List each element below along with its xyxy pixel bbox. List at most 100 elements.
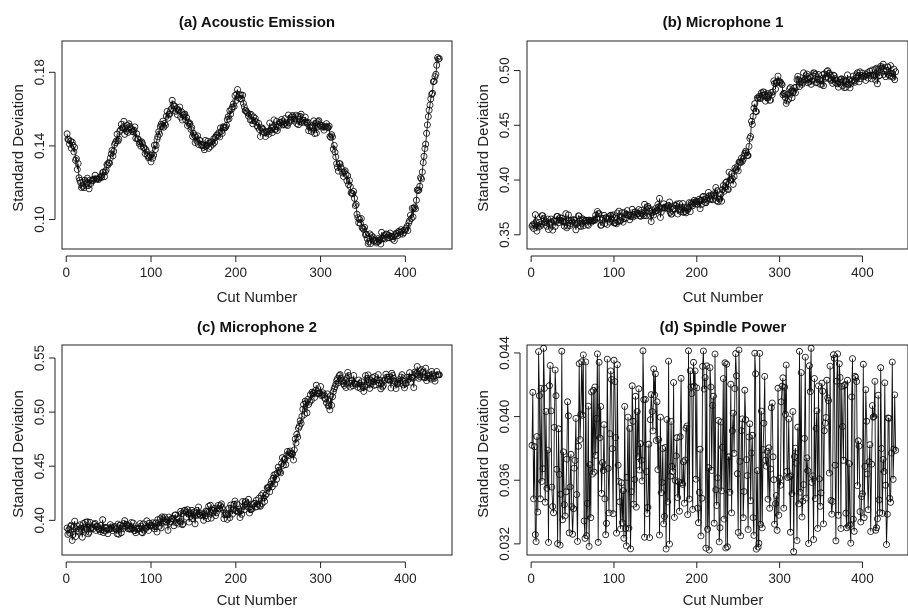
panel-a-data-point (407, 215, 415, 222)
panel-d-data-point (580, 517, 588, 525)
panel-d-data-point (884, 414, 892, 422)
panel-d-data-point (572, 414, 580, 422)
panel-a-data-point (373, 238, 381, 246)
panel-c-y-tick-label: 0.40 (32, 507, 47, 533)
panel-c-data-point (422, 364, 430, 372)
panel-d-data-point (666, 540, 673, 548)
panel-d-data-point (555, 425, 562, 433)
panel-b-x-tick-label: 0 (527, 265, 535, 280)
panel-c-x-tick-label: 400 (394, 571, 417, 586)
panel-d-data-point (637, 440, 644, 448)
panel-d-data-point (829, 497, 836, 505)
panel-b-data-point (591, 216, 599, 224)
panel-b-data-point (619, 218, 627, 226)
panel-b-data-point (830, 71, 837, 79)
panel-d-data-point (696, 445, 704, 453)
panel-d-data-point (720, 515, 728, 523)
panel-c-y-tick-label: 0.55 (32, 345, 47, 371)
panel-b-data-point (539, 212, 547, 220)
panel-d-data-point (748, 449, 755, 457)
panel-d-data-point (718, 487, 725, 495)
panel-d-data-point (767, 465, 774, 473)
panel-c-data-point (67, 522, 74, 530)
panel-d-data-point (800, 481, 807, 489)
panel-c-data-point (377, 385, 385, 393)
panel-d-data-point (562, 488, 570, 496)
panel-a-data-point (108, 146, 116, 154)
panel-b-data-point (723, 178, 730, 186)
panel-d-data-point (692, 475, 700, 483)
panel-c-data-point (178, 521, 186, 529)
panel-d-data-point (578, 358, 586, 366)
panel-d-data-point (543, 484, 551, 492)
panel-a-data-point (409, 213, 417, 221)
panel-a-data-point (404, 227, 412, 234)
panel-d-data-point (700, 347, 707, 355)
panel-b-data-point (836, 76, 844, 84)
panel-d-data-point (869, 402, 876, 410)
panel-d-data-point (628, 382, 636, 390)
panel-d-data-point (597, 403, 605, 410)
panel-c-plot: 0 100 200 300 400 0.40 0.45 0.50 0.55 (32, 344, 453, 586)
panel-d-data-point (740, 488, 748, 495)
panel-d-data-point (547, 407, 555, 415)
panel-d-data-point (695, 488, 703, 496)
panel-b-data-point (549, 226, 557, 234)
panel-d-data-point (766, 504, 774, 512)
panel-d-data-point (695, 519, 702, 527)
panel-d-frame (526, 344, 908, 556)
panel-d-data-point (765, 444, 773, 452)
panel-c-data-point (417, 367, 425, 375)
panel-a-title: (a) Acoustic Emission (179, 14, 335, 31)
panel-a-data-point (65, 136, 73, 144)
panel-c-data-point (360, 387, 368, 395)
panel-d-data-point (847, 539, 855, 547)
panel-a-data-point (329, 133, 336, 141)
panel-d-data-point (887, 498, 894, 506)
panel-b-data-point (607, 211, 615, 219)
panel-a-x-tick-label: 0 (62, 265, 70, 280)
panel-c-x-tick-label: 100 (140, 571, 163, 586)
panel-b-data-point (748, 121, 756, 128)
panel-b-data-point (686, 208, 694, 216)
panel-d-data-point (669, 468, 677, 476)
panel-d-data-point (760, 419, 768, 427)
panel-d-data-point (880, 468, 888, 475)
panel-c-y-tick-label: 0.50 (32, 399, 47, 425)
panel-a-x-tick-label: 400 (394, 265, 417, 280)
panel-d-data-point (772, 492, 780, 500)
panel-d-data-point (681, 499, 688, 507)
panel-a-data-point (199, 142, 207, 150)
panel-d-data-point (655, 436, 663, 444)
panel-b-data-point (737, 159, 745, 167)
panel-a-data-point (73, 155, 80, 163)
panel-c-data-point (326, 406, 334, 414)
panel-d-data-point (654, 466, 662, 474)
panel-a-plot: 0 100 200 300 400 0.10 0.14 0.18 (32, 40, 453, 280)
panel-a-data-point (435, 55, 443, 62)
panel-b-data-point (777, 80, 785, 87)
panel-a-data-point (416, 182, 424, 190)
panel-d-data-point (537, 385, 545, 392)
panel-a-data-point (261, 129, 269, 137)
panel-a-data-point (292, 111, 300, 119)
panel-b-data-point (849, 72, 857, 80)
panel-c-data-point (297, 419, 305, 427)
panel-c-data-point (157, 524, 165, 532)
panel-b-data-point (820, 82, 827, 90)
panel-d-data-point (724, 543, 731, 551)
panel-c-data-point (340, 381, 348, 389)
panel-b-data-point (565, 216, 573, 224)
panel-d-data-point (649, 427, 657, 435)
panel-c-data-point (226, 514, 234, 521)
panel-d-data-point (710, 519, 718, 527)
panel-c-data-point (236, 514, 244, 521)
panel-b-data-point (666, 198, 673, 206)
panel-d-data-point (755, 539, 763, 547)
panel-a-data-point (412, 205, 419, 213)
panel-d-data-point (857, 518, 865, 526)
panel-a-data-point (78, 184, 85, 191)
panel-d-data-point (670, 379, 677, 386)
panel-d-data-point (825, 397, 832, 405)
panel-d-data-point (551, 366, 559, 374)
